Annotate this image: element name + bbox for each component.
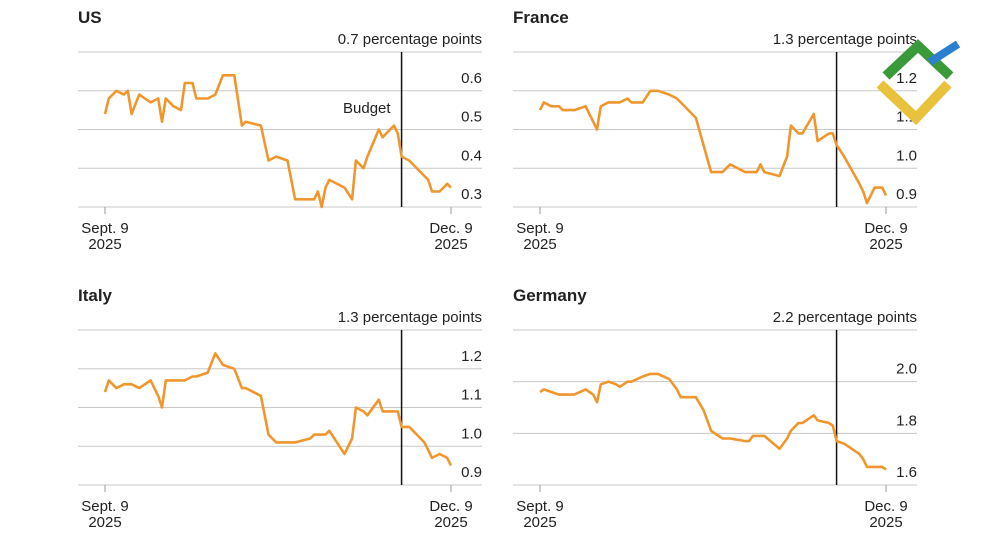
panel-title: France <box>513 8 569 27</box>
x-tick-label: 2025 <box>869 236 902 253</box>
x-tick-label: Dec. 9 <box>864 498 907 515</box>
data-line <box>539 372 887 471</box>
x-tick-label: Sept. 9 <box>516 498 564 515</box>
y-tick-label: 1.0 <box>896 147 917 164</box>
logo <box>876 39 961 126</box>
event-label: Budget <box>343 100 391 117</box>
y-tick-label: 0.9 <box>896 186 917 203</box>
y-tick-label: 1.6 <box>896 464 917 481</box>
x-tick-label: 2025 <box>523 236 556 253</box>
panels: US 0.3 0.4 0.5 0.6 0.7 percentage points Sept.… <box>78 8 917 531</box>
y-tick-label: 1.2 <box>461 348 482 365</box>
data-line <box>538 89 888 205</box>
x-tick-label: 2025 <box>88 514 121 531</box>
panel: Italy 0.9 1.0 1.1 1.2 1.3 percentage points Se… <box>78 286 482 531</box>
x-tick-label: Dec. 9 <box>429 220 472 237</box>
x-tick-label: Sept. 9 <box>516 220 564 237</box>
y-tick-label: 0.7 percentage points <box>338 31 482 48</box>
x-tick-label: 2025 <box>869 514 902 531</box>
y-tick-label: 0.5 <box>461 109 482 126</box>
x-tick-label: Dec. 9 <box>864 220 907 237</box>
logo-chevron-down <box>876 80 952 126</box>
panel: Germany 1.6 1.8 2.0 2.2 percentage points Sep… <box>513 286 917 531</box>
y-tick-label: 1.0 <box>461 425 482 442</box>
panel-title: Germany <box>513 286 587 305</box>
x-tick-label: Sept. 9 <box>81 220 129 237</box>
panel-title: Italy <box>78 286 113 305</box>
y-tick-label: 0.9 <box>461 464 482 481</box>
data-line <box>103 352 453 467</box>
y-tick-label: 2.0 <box>896 361 917 378</box>
x-tick-label: 2025 <box>88 236 121 253</box>
x-tick-label: 2025 <box>434 236 467 253</box>
y-tick-label: 1.3 percentage points <box>773 31 917 48</box>
logo-stroke <box>927 40 961 66</box>
y-tick-label: 0.4 <box>461 147 482 164</box>
y-tick-label: 2.2 percentage points <box>773 309 917 326</box>
y-tick-label: 1.1 <box>461 387 482 404</box>
y-tick-label: 0.6 <box>461 70 482 87</box>
x-tick-label: 2025 <box>434 514 467 531</box>
x-tick-label: Sept. 9 <box>81 498 129 515</box>
y-tick-label: 1.2 <box>896 70 917 87</box>
data-line <box>103 74 452 209</box>
panel-title: US <box>78 8 102 27</box>
panel: US 0.3 0.4 0.5 0.6 0.7 percentage points Sept.… <box>78 8 482 253</box>
y-tick-label: 1.8 <box>896 412 917 429</box>
y-tick-label: 1.3 percentage points <box>338 309 482 326</box>
logo-chevron-up <box>882 39 954 80</box>
x-tick-label: Dec. 9 <box>429 498 472 515</box>
y-tick-label: 0.3 <box>461 186 482 203</box>
x-tick-label: 2025 <box>523 514 556 531</box>
